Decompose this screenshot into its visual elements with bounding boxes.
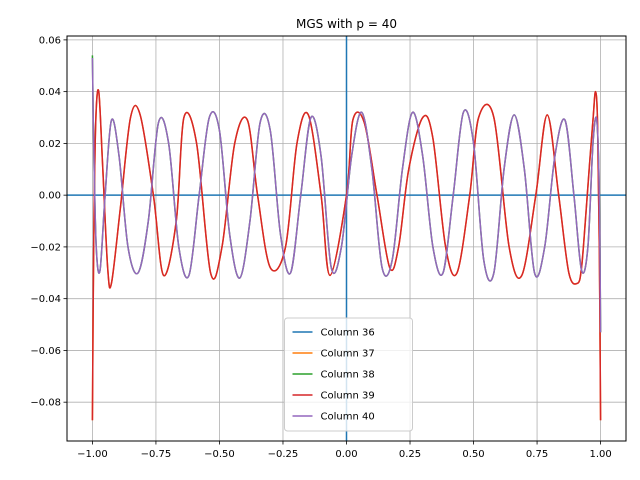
x-tick-label: 0.75 [526, 449, 548, 460]
chart-title: MGS with p = 40 [296, 17, 397, 31]
x-tick-label: 0.50 [462, 449, 484, 460]
x-tick-label: −0.25 [268, 449, 299, 460]
x-tick-label: 0.25 [399, 449, 421, 460]
x-tick-label: 1.00 [589, 449, 611, 460]
legend-label-column-36: Column 36 [321, 328, 375, 339]
legend-label-column-38: Column 38 [321, 370, 375, 381]
x-tick-label: −0.75 [141, 449, 172, 460]
series-line-column-39 [91, 89, 602, 421]
series-line-column-40 [91, 57, 602, 333]
legend: Column 36 Column 37 Column 38 Column 39 Colu… [284, 317, 413, 432]
legend-label-column-37: Column 37 [321, 349, 375, 360]
y-tick-label: −0.06 [30, 346, 61, 357]
y-axis-ticks: −0.08 −0.06 −0.04 −0.02 0.00 0.02 0.04 0.06 [30, 35, 67, 409]
x-tick-label: 0.00 [335, 449, 357, 460]
x-tick-label: −0.50 [204, 449, 235, 460]
legend-label-column-40: Column 40 [321, 412, 375, 423]
y-tick-label: 0.00 [39, 191, 61, 202]
x-tick-label: −1.00 [77, 449, 108, 460]
y-tick-label: −0.04 [30, 294, 61, 305]
legend-label-column-39: Column 39 [321, 391, 375, 402]
x-axis-ticks: −1.00 −0.75 −0.50 −0.25 0.00 0.25 0.50 0.75 1.00 [77, 441, 612, 460]
series-layer [91, 55, 602, 421]
y-tick-label: −0.08 [30, 398, 61, 409]
y-tick-label: 0.06 [39, 35, 61, 46]
y-tick-label: −0.02 [30, 242, 61, 253]
y-tick-label: 0.02 [39, 139, 61, 150]
legend-box [284, 317, 413, 432]
y-tick-label: 0.04 [39, 87, 61, 98]
